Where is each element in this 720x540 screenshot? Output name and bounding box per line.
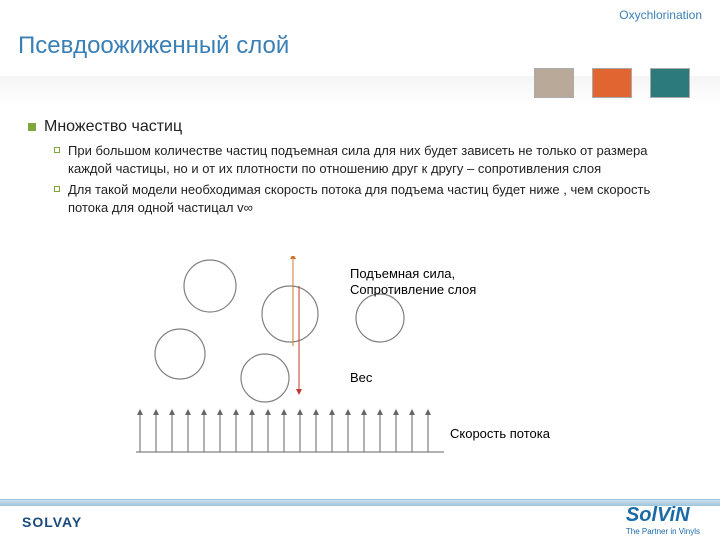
svg-text:Сопротивление слоя: Сопротивление слоя [350, 282, 476, 297]
bullet-level2: При большом количестве частиц подъемная … [54, 142, 692, 177]
footer-brand: SOLVAY [22, 514, 82, 530]
thumbnail-1 [534, 68, 574, 98]
page-title: Псевдоожиженный слой [18, 32, 289, 60]
solvin-logo-sub: The Partner in Vinyls [626, 527, 700, 536]
solvin-logo: SolViN The Partner in Vinyls [626, 504, 700, 536]
thumbnail-row [534, 68, 690, 98]
thumbnail-3 [650, 68, 690, 98]
footer-band [0, 500, 720, 506]
thumbnail-2 [592, 68, 632, 98]
svg-text:Вес: Вес [350, 370, 373, 385]
bullet-marker-square [28, 123, 36, 131]
solvin-logo-text: SolViN [626, 504, 690, 526]
particle-diagram: Подъемная сила,Сопротивление слоя Вес Скор… [80, 256, 560, 466]
svg-text:Подъемная сила,: Подъемная сила, [350, 266, 455, 281]
bullet-sub-text-1: При большом количестве частиц подъемная … [68, 142, 692, 177]
bullet-marker-hollow [54, 186, 60, 192]
bullet-main-text: Множество частиц [44, 118, 182, 136]
section-label: Oxychlorination [619, 8, 702, 22]
svg-text:Скорость потока: Скорость потока [450, 426, 551, 441]
bullet-level1: Множество частиц [28, 118, 692, 136]
bullet-marker-hollow [54, 147, 60, 153]
content-block: Множество частиц При большом количестве … [28, 118, 692, 220]
bullet-sub-text-2: Для такой модели необходимая скорость по… [68, 181, 692, 216]
bullet-level2: Для такой модели необходимая скорость по… [54, 181, 692, 216]
